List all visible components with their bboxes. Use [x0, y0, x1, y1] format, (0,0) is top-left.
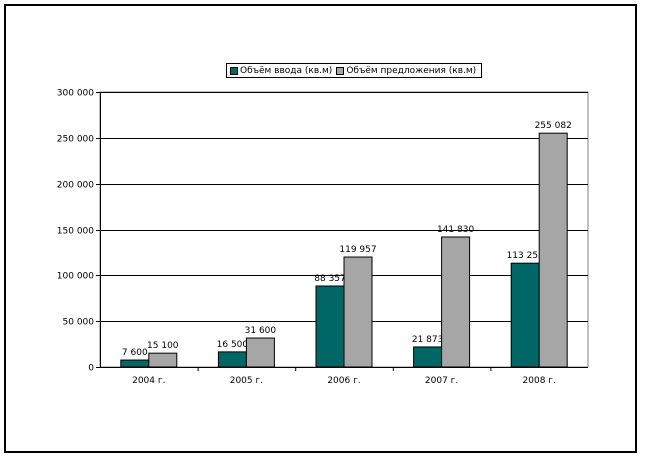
legend-swatch-supply	[336, 66, 345, 75]
chart-legend: Объём ввода (кв.м) Объём предложения (кв…	[226, 63, 483, 78]
y-tick-label: 100 000	[57, 272, 94, 282]
legend-entry-supply: Объём предложения (кв.м)	[335, 66, 476, 76]
y-tick-label: 150 000	[57, 227, 94, 237]
x-tick-label: 2007 г.	[425, 376, 458, 386]
data-label: 88 357	[314, 274, 346, 284]
legend-swatch-input	[230, 66, 238, 75]
data-label: 16 500	[217, 340, 249, 350]
y-tick-label: 250 000	[57, 135, 94, 145]
data-label: 119 957	[339, 245, 376, 255]
bar	[148, 352, 178, 368]
data-label: 113 252	[507, 251, 544, 261]
data-label: 31 600	[245, 326, 277, 336]
data-label: 15 100	[147, 341, 179, 351]
legend-label-supply: Объём предложения (кв.м)	[346, 65, 477, 76]
y-tick-label: 50 000	[63, 318, 95, 328]
bar	[510, 262, 540, 368]
x-tick-label: 2008 г.	[523, 376, 556, 386]
bar	[538, 132, 568, 368]
data-label: 7 600	[122, 348, 148, 358]
data-label: 141 830	[437, 225, 474, 235]
x-tick-label: 2004 г.	[132, 376, 165, 386]
x-tick-label: 2006 г.	[327, 376, 360, 386]
y-tick-label: 200 000	[57, 181, 94, 191]
data-label: 21 873	[412, 335, 444, 345]
bar	[120, 359, 150, 368]
bar	[245, 337, 275, 368]
y-tick-label: 300 000	[57, 89, 94, 99]
bar	[217, 351, 247, 368]
legend-entry-input: Объём ввода (кв.м)	[229, 66, 332, 76]
legend-label-input: Объём ввода (кв.м)	[240, 65, 333, 76]
bar	[441, 236, 471, 368]
bar	[315, 285, 345, 368]
data-label: 255 082	[535, 121, 572, 131]
x-tick-label: 2005 г.	[230, 376, 263, 386]
y-tick-label: 0	[88, 364, 94, 374]
bar	[343, 256, 373, 368]
bar	[413, 346, 443, 368]
